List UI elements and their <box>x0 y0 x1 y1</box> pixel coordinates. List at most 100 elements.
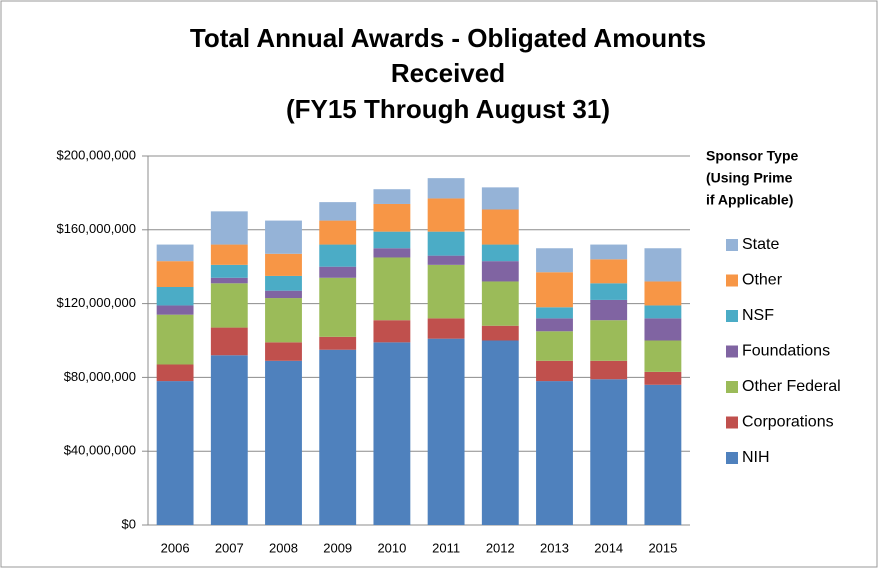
bar-segment <box>156 364 194 382</box>
bar-segment <box>319 266 357 278</box>
bar-segment <box>481 187 519 210</box>
bar-segment <box>156 286 194 306</box>
bar-segment <box>210 244 248 265</box>
bar-segment <box>427 178 465 199</box>
legend-swatch <box>726 239 738 251</box>
bar-segment <box>373 320 411 343</box>
y-tick-label: $80,000,000 <box>64 369 136 384</box>
bar-segment <box>536 331 573 361</box>
bar-segment <box>210 283 248 328</box>
bar-segment <box>590 379 628 525</box>
bar-segment <box>644 340 682 372</box>
bar-segment <box>481 244 519 262</box>
x-tick-label: 2009 <box>323 540 352 555</box>
bar-segment <box>536 272 573 308</box>
legend-label: Other Federal <box>742 378 841 395</box>
bar-segment <box>590 283 628 300</box>
bar-segment <box>590 244 628 260</box>
bar-segment <box>210 327 248 356</box>
bar-segment <box>156 261 194 287</box>
bar-segment <box>481 261 519 282</box>
legend-swatch <box>726 452 738 464</box>
legend-swatch <box>726 274 738 287</box>
bar-segment <box>536 360 573 382</box>
chart-title: (FY15 Through August 31) <box>286 94 610 124</box>
x-tick-label: 2014 <box>594 540 623 555</box>
bar-segment <box>156 244 194 262</box>
bar-segment <box>265 298 302 343</box>
bar-segment <box>265 342 302 361</box>
x-tick-label: 2012 <box>486 540 515 555</box>
y-tick-label: $200,000,000 <box>56 147 136 162</box>
chart-title: Total Annual Awards - Obligated Amounts <box>190 23 706 53</box>
legend-label: NSF <box>742 307 774 324</box>
legend-swatch <box>726 310 738 322</box>
bar-segment <box>373 231 411 249</box>
bar-segment <box>644 384 682 525</box>
legend-label: Corporations <box>742 414 834 431</box>
bar-segment <box>481 281 519 326</box>
y-tick-label: $120,000,000 <box>56 295 136 310</box>
y-tick-label: $40,000,000 <box>64 443 136 458</box>
bar-segment <box>156 305 194 315</box>
legend-title: Sponsor Type <box>706 148 799 164</box>
bar-segment <box>373 257 411 321</box>
legend-label: NIH <box>742 449 770 466</box>
bar-segment <box>373 189 411 204</box>
y-tick-label: $0 <box>122 516 136 531</box>
x-tick-label: 2007 <box>215 540 244 555</box>
legend-label: State <box>742 236 779 253</box>
bar-segment <box>319 277 357 337</box>
bar-segment <box>373 203 411 232</box>
bar-segment <box>210 264 248 278</box>
bar-segment <box>481 325 519 341</box>
bar-segment <box>536 381 573 525</box>
x-tick-label: 2008 <box>269 540 298 555</box>
bar-segment <box>210 277 248 284</box>
bar-segment <box>373 342 411 525</box>
bar-segment <box>319 220 357 245</box>
bar-segment <box>536 307 573 319</box>
bar-segment <box>481 209 519 245</box>
bar-segment <box>210 211 248 245</box>
bar-segment <box>536 318 573 332</box>
bar-segment <box>265 290 302 299</box>
bar-segment <box>590 259 628 284</box>
bar-segment <box>427 231 465 256</box>
bar-segment <box>210 355 248 525</box>
x-tick-label: 2013 <box>540 540 569 555</box>
legend-swatch <box>726 416 738 429</box>
legend-label: Foundations <box>742 343 830 360</box>
bar-segment <box>319 349 357 525</box>
bar-segment <box>265 220 302 254</box>
legend-title: (Using Prime <box>706 170 793 186</box>
bar-segment <box>427 338 465 525</box>
bar-segment <box>536 248 573 273</box>
bar-segment <box>156 314 194 365</box>
chart-title: Received <box>391 58 505 88</box>
bar-segment <box>644 371 682 385</box>
bar-segment <box>319 244 357 267</box>
x-tick-label: 2010 <box>377 540 406 555</box>
legend-label: Other <box>742 272 783 289</box>
bar-segment <box>373 248 411 258</box>
x-tick-label: 2011 <box>432 540 460 555</box>
x-tick-label: 2006 <box>161 540 190 555</box>
bar-segment <box>427 255 465 265</box>
bar-segment <box>427 264 465 319</box>
bar-segment <box>644 248 682 282</box>
legend-title: if Applicable) <box>706 192 793 208</box>
bar-segment <box>427 318 465 339</box>
bar-segment <box>590 299 628 321</box>
bar-segment <box>319 202 357 221</box>
bar-segment <box>265 360 302 525</box>
bar-segment <box>590 360 628 380</box>
bar-segment <box>644 318 682 341</box>
bar-segment <box>590 320 628 361</box>
y-tick-label: $160,000,000 <box>56 221 136 236</box>
bar-segment <box>427 198 465 232</box>
bar-segment <box>481 340 519 525</box>
bar-segment <box>265 275 302 291</box>
bar-segment <box>319 336 357 350</box>
